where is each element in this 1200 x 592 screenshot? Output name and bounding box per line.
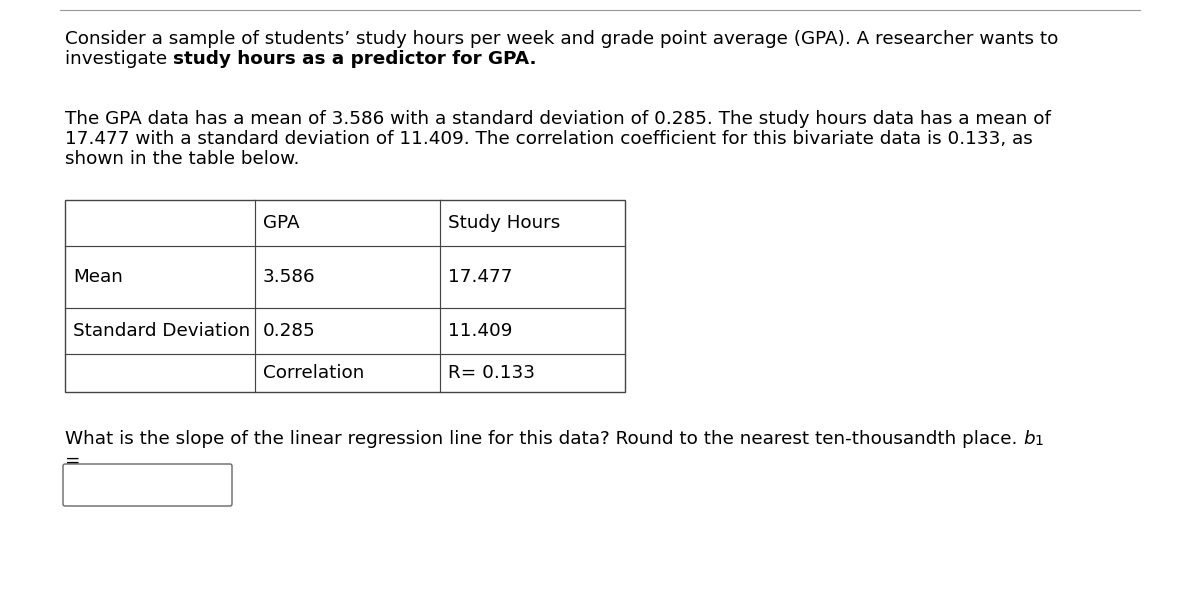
Text: Consider a sample of students’ study hours per week and grade point average (GPA: Consider a sample of students’ study hou… [65,30,1058,48]
Text: b: b [1024,430,1034,448]
Text: study hours as a predictor for GPA.: study hours as a predictor for GPA. [173,50,536,68]
Text: Study Hours: Study Hours [448,214,560,232]
Text: GPA: GPA [263,214,300,232]
Text: 1: 1 [1034,434,1044,448]
Text: investigate: investigate [65,50,173,68]
Text: Standard Deviation: Standard Deviation [73,322,251,340]
Bar [65,200,625,392]
Text: 3.586: 3.586 [263,268,316,286]
Text: R= 0.133: R= 0.133 [448,364,535,382]
Text: 0.285: 0.285 [263,322,316,340]
Text: Correlation: Correlation [263,364,365,382]
Text: =: = [65,452,80,470]
Text: 17.477 with a standard deviation of 11.409. The correlation coefficient for this: 17.477 with a standard deviation of 11.4… [65,130,1033,148]
Text: 11.409: 11.409 [448,322,512,340]
FancyBboxPatch shape [64,464,232,506]
Text: The GPA data has a mean of 3.586 with a standard deviation of 0.285. The study h: The GPA data has a mean of 3.586 with a … [65,110,1051,128]
Text: shown in the table below.: shown in the table below. [65,150,299,168]
Text: 17.477: 17.477 [448,268,512,286]
Text: What is the slope of the linear regression line for this data? Round to the near: What is the slope of the linear regressi… [65,430,1024,448]
Text: Mean: Mean [73,268,122,286]
